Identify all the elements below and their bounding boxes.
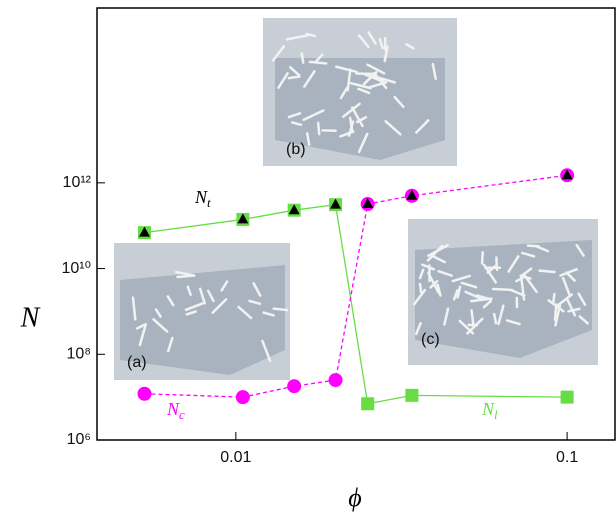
circle-marker <box>287 379 301 393</box>
inset-label: (a) <box>127 354 147 371</box>
page: (b) (a) (c) ϕ N 0.01 0.1 10⁶ 10⁸ 10¹⁰ 10¹² Nl N… <box>0 0 616 518</box>
circle-marker <box>329 373 343 387</box>
circle-marker <box>137 387 151 401</box>
fiber <box>420 284 421 292</box>
y-axis-label: N <box>20 302 41 333</box>
fiber <box>274 309 287 310</box>
fiber <box>318 123 319 134</box>
chart: (b) (a) (c) ϕ N 0.01 0.1 10⁶ 10⁸ 10¹⁰ 10¹² Nl N… <box>0 0 616 518</box>
series-label: Nl <box>481 399 498 422</box>
fiber <box>302 54 303 63</box>
x-tick-label: 0.01 <box>220 449 251 466</box>
square-marker <box>405 389 418 402</box>
x-tick-label: 0.1 <box>556 449 578 466</box>
fiber <box>289 77 300 78</box>
y-tick-label: 10¹² <box>63 174 92 191</box>
fiber <box>540 271 555 272</box>
inset-label: (b) <box>286 141 306 158</box>
y-tick-label: 10⁶ <box>67 431 91 448</box>
y-tick-label: 10¹⁰ <box>61 260 91 277</box>
fiber <box>482 252 483 263</box>
series-label: Nt <box>194 187 211 210</box>
square-marker <box>561 391 574 404</box>
y-tick-label: 10⁸ <box>66 345 91 362</box>
fiber <box>494 314 496 323</box>
series-label: Nc <box>166 399 185 422</box>
fiber <box>553 294 554 303</box>
square-marker <box>361 397 374 410</box>
fiber <box>493 289 512 290</box>
fiber <box>310 62 326 64</box>
x-axis-label: ϕ <box>348 483 361 512</box>
insets <box>114 18 598 380</box>
inset-label: (c) <box>421 331 440 348</box>
circle-marker <box>236 390 250 404</box>
